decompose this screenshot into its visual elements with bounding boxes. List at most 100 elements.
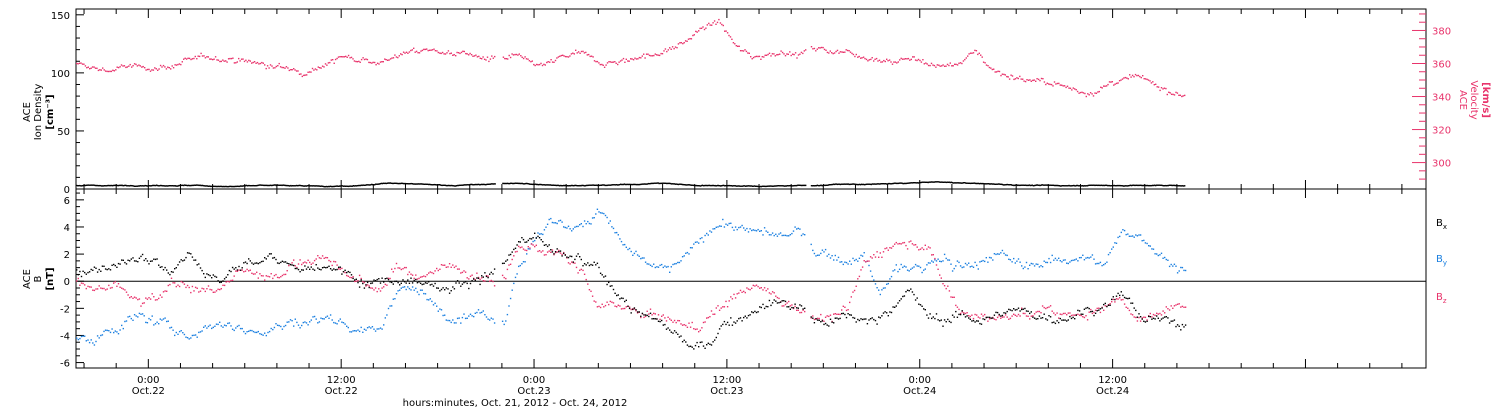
velocity-point xyxy=(104,70,107,72)
bz-point xyxy=(603,306,605,308)
density-point xyxy=(1118,184,1120,187)
bz-point xyxy=(135,297,137,299)
density-point xyxy=(218,185,221,188)
velocity-point xyxy=(1173,94,1176,96)
bx-point xyxy=(595,264,597,266)
density-point xyxy=(1143,184,1145,186)
bz-point xyxy=(1175,304,1177,306)
density-point xyxy=(698,185,700,187)
by-point xyxy=(996,253,999,255)
density-point xyxy=(279,184,281,186)
velocity-point xyxy=(1000,74,1002,77)
by-point xyxy=(619,238,621,240)
density-point xyxy=(1150,185,1152,187)
by-point xyxy=(593,217,595,219)
bz-point xyxy=(448,263,451,265)
bz-point xyxy=(926,248,928,250)
bz-point xyxy=(1085,315,1087,317)
bx-point xyxy=(878,316,880,318)
density-point xyxy=(377,183,380,185)
by-point xyxy=(146,322,149,324)
density-point xyxy=(599,184,601,186)
bz-point xyxy=(1168,309,1171,311)
density-point xyxy=(129,185,131,187)
by-point xyxy=(77,338,79,341)
density-point xyxy=(992,183,994,185)
by-point xyxy=(228,322,231,324)
density-point xyxy=(590,184,593,186)
density-point xyxy=(461,184,464,186)
velocity-point xyxy=(974,49,976,52)
velocity-point xyxy=(1072,87,1074,89)
velocity-point xyxy=(1139,75,1141,78)
density-point xyxy=(197,184,199,186)
by-point xyxy=(268,330,271,333)
density-point xyxy=(853,183,855,185)
bz-point xyxy=(935,264,938,266)
by-point xyxy=(1011,261,1013,263)
density-point xyxy=(880,183,882,185)
by-point xyxy=(452,319,454,321)
density-point xyxy=(1121,185,1123,187)
velocity-point xyxy=(784,55,787,57)
velocity-point xyxy=(1110,81,1112,83)
density-point xyxy=(117,184,119,187)
bx-point xyxy=(813,322,816,324)
bx-point xyxy=(995,311,997,314)
bz-point xyxy=(93,289,96,292)
bx-point xyxy=(88,271,91,273)
bx-point xyxy=(701,341,703,343)
density-point xyxy=(910,182,912,184)
by-point xyxy=(1112,246,1114,248)
bx-point xyxy=(90,268,92,271)
bx-point xyxy=(874,319,877,322)
bz-point xyxy=(1040,312,1042,314)
density-point xyxy=(438,184,440,186)
velocity-point xyxy=(96,67,98,69)
bx-point xyxy=(863,318,865,320)
density-point xyxy=(995,183,998,185)
velocity-axis-label-line2: Velocity xyxy=(1468,80,1479,119)
density-point xyxy=(87,184,89,186)
bz-point xyxy=(384,283,386,286)
density-point xyxy=(375,183,378,185)
bx-point xyxy=(834,317,836,319)
density-point xyxy=(212,185,214,188)
density-point xyxy=(831,183,833,186)
velocity-point xyxy=(1088,94,1090,96)
velocity-point xyxy=(831,52,833,54)
b-axis-label-line1: ACE xyxy=(22,269,33,289)
bx-point xyxy=(898,300,901,302)
bx-point xyxy=(730,317,732,319)
density-point xyxy=(732,185,735,187)
velocity-point xyxy=(1076,90,1079,93)
bz-point xyxy=(405,266,407,269)
density-point xyxy=(1063,185,1065,187)
bz-point xyxy=(611,301,613,303)
density-point xyxy=(821,185,823,187)
density-point xyxy=(1082,185,1085,187)
bx-point xyxy=(366,281,369,284)
density-point xyxy=(701,184,704,186)
density-point xyxy=(889,183,892,185)
velocity-point xyxy=(1001,73,1004,75)
density-point xyxy=(763,185,765,187)
bx-point xyxy=(395,280,398,282)
velocity-point xyxy=(417,52,419,54)
bx-point xyxy=(336,268,338,271)
by-point xyxy=(622,244,624,246)
by-point xyxy=(383,324,385,326)
density-point xyxy=(1086,185,1088,187)
bz-point xyxy=(339,268,341,270)
density-point xyxy=(249,185,251,187)
bx-point xyxy=(456,280,459,282)
by-point xyxy=(1138,234,1140,236)
bz-point xyxy=(381,287,383,289)
velocity-point xyxy=(460,51,463,54)
bz-point xyxy=(1013,313,1015,315)
bx-point xyxy=(505,260,507,262)
density-point xyxy=(486,183,489,185)
density-point xyxy=(790,185,792,187)
velocity-point xyxy=(509,56,512,59)
bz-point xyxy=(371,287,374,289)
